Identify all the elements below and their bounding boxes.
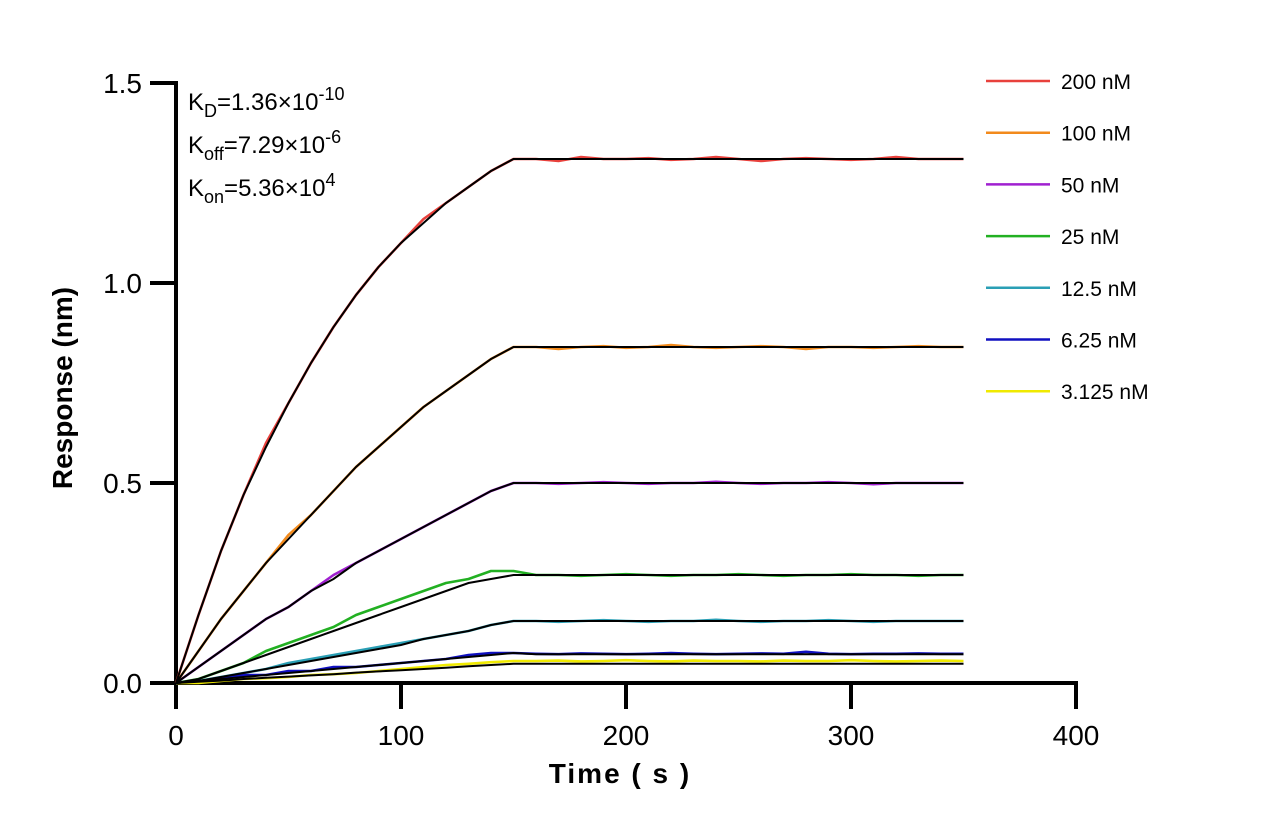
y-tick-label: 1.0 xyxy=(103,268,142,299)
annotation-text: =7.29×10 xyxy=(224,132,325,159)
fit-line xyxy=(175,662,964,684)
fit-line xyxy=(175,620,964,684)
fit-line xyxy=(175,346,964,684)
data-line xyxy=(175,569,964,685)
y-tick-label: 0.5 xyxy=(103,468,142,499)
legend-label: 100 nM xyxy=(1061,123,1131,146)
annotation-superscript: 4 xyxy=(325,170,335,190)
legend-label: 25 nM xyxy=(1061,226,1119,249)
legend-label: 12.5 nM xyxy=(1061,278,1137,301)
annotation-superscript: -10 xyxy=(318,84,344,104)
annotation-symbol: K xyxy=(188,132,204,159)
fit-line xyxy=(175,482,964,684)
data-line xyxy=(174,343,964,684)
data-line xyxy=(175,618,964,685)
annotation-subscript: D xyxy=(204,101,217,121)
annotation: Kon=5.36×104 xyxy=(188,170,336,207)
y-axis-title: Response (nm) xyxy=(47,287,78,489)
annotation-symbol: K xyxy=(188,89,204,116)
x-tick-label: 0 xyxy=(168,720,184,751)
annotation-subscript: off xyxy=(204,144,225,164)
annotation: KD=1.36×10-10 xyxy=(188,84,344,121)
x-tick-label: 200 xyxy=(603,720,650,751)
annotation-text: =1.36×10 xyxy=(217,89,318,116)
legend-label: 6.25 nM xyxy=(1061,330,1137,353)
annotation-text: =5.36×10 xyxy=(224,175,325,202)
data-line xyxy=(175,650,964,685)
fit-line xyxy=(175,651,964,684)
x-axis-title: Time ( s ) xyxy=(549,758,691,789)
annotation-symbol: K xyxy=(188,175,204,202)
annotation: Koff=7.29×10-6 xyxy=(188,127,341,164)
x-tick-label: 100 xyxy=(378,720,425,751)
legend-label: 200 nM xyxy=(1061,71,1131,94)
y-tick-label: 1.5 xyxy=(103,68,142,99)
legend-label: 3.125 nM xyxy=(1061,381,1149,404)
fit-line xyxy=(175,158,964,684)
legend-label: 50 nM xyxy=(1061,174,1119,197)
annotation-subscript: on xyxy=(204,187,224,207)
fit-line xyxy=(175,574,964,684)
y-tick-label: 0.0 xyxy=(103,668,142,699)
x-tick-label: 400 xyxy=(1053,720,1100,751)
annotation-superscript: -6 xyxy=(325,127,341,147)
x-tick-label: 300 xyxy=(828,720,875,751)
